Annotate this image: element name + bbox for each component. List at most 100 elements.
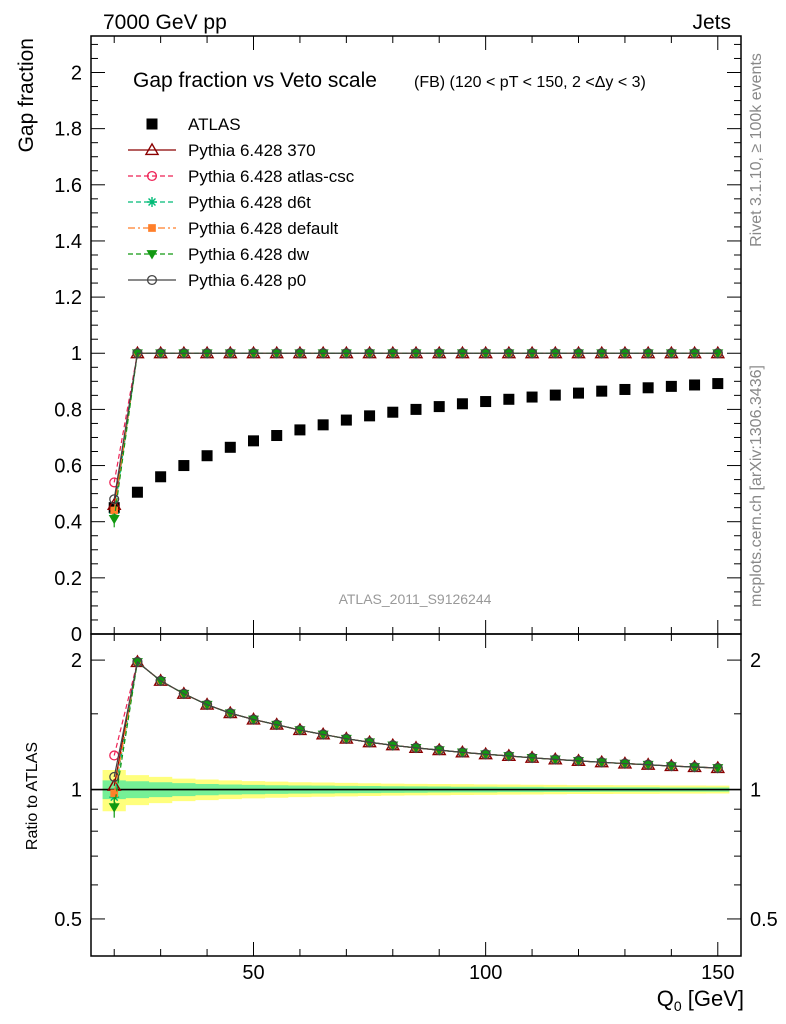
data-point [689, 379, 701, 391]
ratio-data-point [434, 745, 445, 756]
data-point [410, 349, 422, 359]
data-point [109, 494, 120, 505]
ratio-data-point [550, 754, 561, 765]
data-point [619, 383, 631, 395]
ratio-data-point [410, 742, 422, 753]
ratio-data-point [341, 733, 352, 744]
ratio-data-point [340, 734, 352, 745]
legend-label: Pythia 6.428 dw [188, 245, 310, 264]
header-jets-label: Jets [692, 11, 731, 34]
data-point [549, 349, 561, 359]
series-pythia-6-428-d6t [109, 348, 723, 519]
x-axis-label: Q0 [GeV] [657, 986, 744, 1014]
data-point [666, 348, 677, 359]
legend-label: Pythia 6.428 370 [188, 141, 316, 160]
ratio-data-point [503, 752, 515, 762]
ratio-data-point [364, 738, 376, 748]
data-point [131, 486, 143, 498]
data-point [480, 396, 492, 408]
ratio-data-point [318, 729, 329, 740]
ratio-data-point [642, 760, 654, 771]
legend-item-pythia-6-428-370: Pythia 6.428 370 [128, 141, 316, 160]
ratio-data-point [503, 750, 514, 761]
main-y-tick-label: 0.6 [54, 456, 82, 478]
ratio-series-line [113, 660, 718, 778]
ratio-y-tick-label: 0.5 [54, 909, 82, 931]
ratio-data-point [689, 763, 701, 773]
data-point [341, 348, 352, 359]
main-y-tick-label: 1.4 [54, 231, 82, 253]
data-point [364, 348, 375, 359]
data-point [457, 348, 468, 359]
ratio-y-tick-label-right: 0.5 [750, 909, 778, 931]
data-point [665, 380, 677, 392]
data-point [364, 349, 376, 359]
data-point [340, 349, 352, 359]
rivet-version-label: Rivet 3.1.10, ≥ 100k events [748, 53, 765, 247]
ratio-data-point [526, 753, 538, 764]
ratio-data-point [294, 726, 306, 736]
data-point [178, 460, 190, 472]
ratio-data-point [456, 748, 468, 758]
ratio-data-point [712, 762, 723, 774]
ratio-series-line [113, 660, 718, 794]
data-point [503, 393, 515, 405]
data-point [503, 348, 514, 359]
legend-label: Pythia 6.428 p0 [188, 271, 306, 290]
data-point [480, 348, 491, 359]
data-point [596, 348, 607, 359]
data-point [224, 441, 236, 453]
legend-item-pythia-6-428-d6t: Pythia 6.428 d6t [128, 193, 311, 212]
legend-item-pythia-6-428-p0: Pythia 6.428 p0 [128, 271, 306, 290]
ratio-data-point [665, 762, 677, 772]
ratio-data-point [155, 675, 166, 686]
ratio-data-point [202, 699, 213, 710]
main-y-tick-label: 0 [71, 624, 82, 646]
data-point [527, 348, 538, 359]
data-point [317, 349, 329, 359]
data-point [248, 349, 259, 359]
data-point [201, 349, 213, 359]
series-pythia-6-428-p0 [109, 348, 723, 505]
data-point [619, 348, 630, 359]
data-point [573, 387, 584, 399]
main-y-tick-label: 1 [71, 343, 82, 365]
ratio-data-point [480, 750, 492, 760]
ratio-data-point [527, 752, 538, 763]
ratio-data-point [364, 737, 375, 748]
data-point [318, 348, 329, 359]
ratio-series-pythia-6-428-p0 [109, 656, 723, 782]
data-point [248, 435, 259, 447]
legend-marker [147, 197, 157, 207]
mcplots-label: mcplots.cern.ch [arXiv:1306.3436] [748, 365, 765, 607]
ratio-data-point [109, 771, 120, 782]
ratio-data-point [410, 744, 422, 754]
ratio-series-pythia-6-428-default [110, 658, 722, 798]
series-line [113, 352, 718, 514]
x-tick-label: 100 [469, 962, 502, 984]
data-point [294, 349, 306, 359]
data-point [689, 349, 701, 359]
data-point [110, 506, 119, 515]
ratio-data-point [317, 730, 329, 740]
ratio-series-pythia-6-428-atlas-csc [109, 656, 723, 774]
data-point [596, 385, 608, 397]
ratio-y-tick-label: 2 [71, 650, 82, 672]
plot-title: Gap fraction vs Veto scale [133, 69, 377, 92]
legend: ATLAS Pythia 6.428 370 Pythia 6.428 atlas-… [128, 115, 355, 290]
data-point [433, 349, 445, 359]
main-y-tick-label: 1.2 [54, 287, 82, 309]
ratio-y-tick-label: 1 [71, 780, 82, 802]
main-y-tick-label: 0.2 [54, 568, 82, 590]
data-point [224, 349, 236, 359]
main-y-tick-label: 0.8 [54, 399, 82, 421]
data-point [202, 348, 213, 359]
data-point [619, 349, 631, 359]
ratio-data-point [712, 764, 724, 774]
data-point [271, 348, 282, 359]
ratio-data-point [549, 755, 561, 765]
data-point [248, 348, 259, 359]
data-point [340, 414, 352, 426]
ratio-data-point [596, 757, 607, 768]
